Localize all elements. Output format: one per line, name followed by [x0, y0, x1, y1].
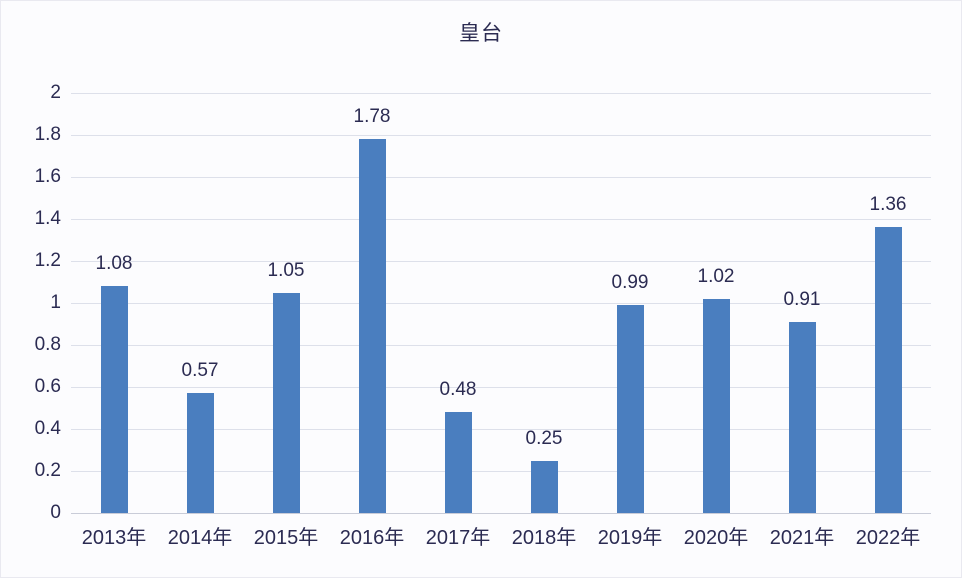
- plot-area: 1.08 0.57 1.05 1.78 0.48 0.25 0.99 1.02 0.91 1.36: [71, 92, 931, 514]
- gridline: [71, 218, 931, 220]
- gridline: [71, 344, 931, 346]
- y-tick-label: 1: [50, 292, 61, 313]
- bar-2018年: [530, 460, 558, 513]
- y-tick-label: 0: [50, 502, 61, 523]
- bar-value-label: 0.91: [783, 288, 821, 310]
- bar-2017年: [444, 412, 472, 513]
- gridline: [71, 302, 931, 304]
- bar-2021年: [788, 321, 816, 513]
- y-tick-label: 0.4: [34, 418, 61, 439]
- gridline: [71, 386, 931, 388]
- x-tick-label: 2020年: [683, 527, 749, 549]
- y-tick-label: 1.2: [34, 250, 61, 271]
- x-tick-label: 2017年: [425, 527, 491, 549]
- y-tick-label: 1.6: [34, 166, 61, 187]
- bar-2015年: [272, 292, 300, 513]
- bar-value-label: 0.48: [439, 379, 477, 401]
- y-tick-label: 0.2: [34, 460, 61, 481]
- x-tick-label: 2019年: [597, 527, 663, 549]
- gridline: [71, 470, 931, 472]
- y-tick-label: 2: [50, 82, 61, 103]
- x-tick-label: 2014年: [167, 527, 233, 549]
- y-tick-label: 0.6: [34, 376, 61, 397]
- x-axis-labels: 2013年 2014年 2015年 2016年 2017年 2018年 2019年 2020年…: [71, 525, 931, 555]
- y-tick-label: 0.8: [34, 334, 61, 355]
- chart-title: 皇台: [459, 22, 503, 45]
- bar-2022年: [874, 227, 902, 513]
- gridline: [71, 92, 931, 94]
- y-tick-label: 1.4: [34, 208, 61, 229]
- gridline: [71, 134, 931, 136]
- bar-value-label: 1.02: [697, 265, 735, 287]
- bar-value-label: 0.25: [525, 427, 563, 449]
- bar-2016年: [358, 139, 386, 513]
- x-tick-label: 2016年: [339, 527, 405, 549]
- bar-value-label: 0.57: [181, 360, 219, 382]
- y-tick-label: 1.8: [34, 124, 61, 145]
- gridline: [71, 428, 931, 430]
- bar-value-label: 0.99: [611, 272, 649, 294]
- x-tick-label: 2015年: [253, 527, 319, 549]
- bar-value-label: 1.78: [353, 106, 391, 128]
- bar-2014年: [186, 393, 214, 513]
- bar-2020年: [702, 298, 730, 513]
- x-axis-line: [71, 512, 931, 514]
- x-tick-label: 2022年: [855, 527, 921, 549]
- y-axis-labels: 0 0.2 0.4 0.6 0.8 1 1.2 1.4 1.6 1.8 2: [1, 83, 61, 523]
- bar-value-label: 1.36: [869, 194, 907, 216]
- x-tick-label: 2018年: [511, 527, 577, 549]
- bar-2013年: [100, 286, 128, 513]
- bar-2019年: [616, 305, 644, 513]
- bar-value-label: 1.08: [95, 253, 133, 275]
- gridline: [71, 176, 931, 178]
- x-tick-label: 2021年: [769, 527, 835, 549]
- bar-value-label: 1.05: [267, 259, 305, 281]
- gridline: [71, 260, 931, 262]
- x-tick-label: 2013年: [81, 527, 147, 549]
